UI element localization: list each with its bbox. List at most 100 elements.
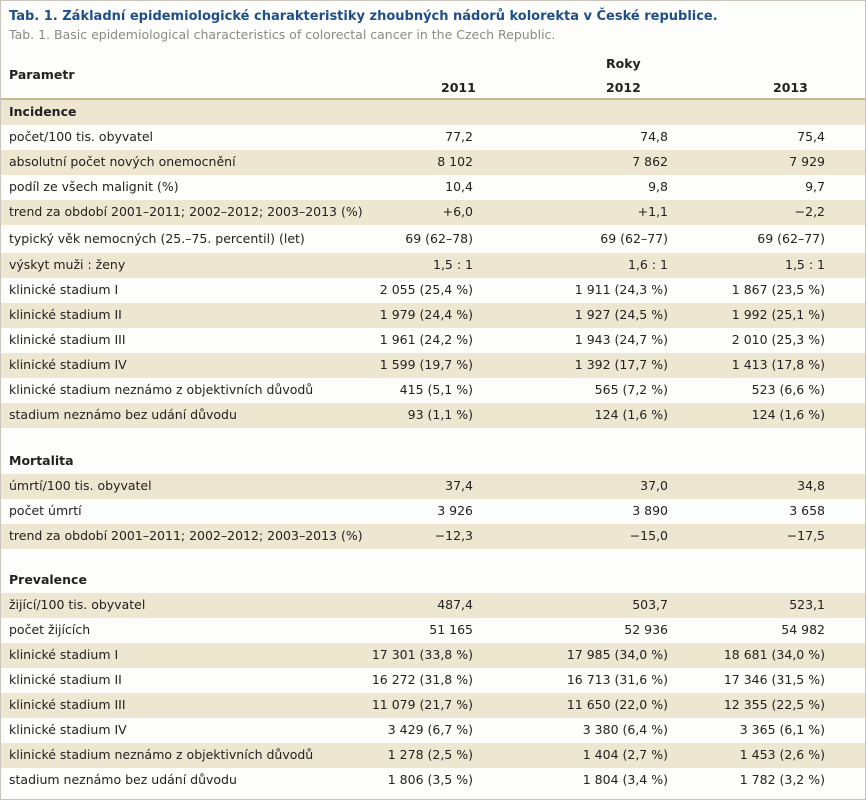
cell-2012: 52 936	[624, 622, 668, 637]
row-label: trend za období 2001–2011; 2002–2012; 20…	[9, 204, 363, 219]
cell-2012: 69 (62–77)	[600, 231, 668, 246]
table-row: klinické stadium II 16 272 (31,8 %) 16 7…	[1, 668, 865, 693]
row-label: klinické stadium IV	[9, 722, 127, 737]
cell-2012: 9,8	[648, 179, 668, 194]
section-heading-mortalita: Mortalita	[1, 449, 865, 474]
table-row: úmrtí/100 tis. obyvatel 37,4 37,0 34,8	[1, 474, 865, 499]
section-title: Prevalence	[9, 572, 87, 587]
cell-2013: −17,5	[786, 528, 825, 543]
table-row: trend za období 2001–2011; 2002–2012; 20…	[1, 200, 865, 225]
cell-2011: 1 806 (3,5 %)	[387, 772, 473, 787]
cell-2012: 503,7	[632, 597, 668, 612]
table-row: stadium neznámo bez udání důvodu 93 (1,1…	[1, 403, 865, 428]
row-label: klinické stadium IV	[9, 357, 127, 372]
cell-2011: 3 926	[437, 503, 473, 518]
year-header-2011: 2011	[441, 80, 476, 95]
cell-2013: 9,7	[805, 179, 825, 194]
cell-2011: 487,4	[437, 597, 473, 612]
cell-2011: 2 055 (25,4 %)	[379, 282, 473, 297]
cell-2013: 1 453 (2,6 %)	[739, 747, 825, 762]
cell-2013: 75,4	[797, 129, 825, 144]
cell-2012: 565 (7,2 %)	[594, 382, 668, 397]
years-group-header: Roky	[606, 56, 641, 71]
param-header: Parametr	[9, 67, 75, 82]
cell-2013: 1 867 (23,5 %)	[731, 282, 825, 297]
cell-2012: 3 890	[632, 503, 668, 518]
table-row: klinické stadium II 1 979 (24,4 %) 1 927…	[1, 303, 865, 328]
cell-2011: 3 429 (6,7 %)	[387, 722, 473, 737]
row-label: počet žijících	[9, 622, 91, 637]
cell-2011: 1 599 (19,7 %)	[379, 357, 473, 372]
cell-2013: −2,2	[794, 204, 825, 219]
table-row: klinické stadium IV 1 599 (19,7 %) 1 392…	[1, 353, 865, 378]
cell-2013: 1 782 (3,2 %)	[739, 772, 825, 787]
cell-2011: 93 (1,1 %)	[407, 407, 473, 422]
table-row: klinické stadium neznámo z objektivních …	[1, 743, 865, 768]
row-label: typický věk nemocných (25.–75. percentil…	[9, 231, 305, 246]
cell-2012: 1,6 : 1	[628, 257, 668, 272]
row-label: klinické stadium III	[9, 697, 126, 712]
header-rule	[1, 98, 865, 100]
cell-2012: +1,1	[637, 204, 668, 219]
cell-2012: 16 713 (31,6 %)	[566, 672, 668, 687]
row-label: stadium neznámo bez udání důvodu	[9, 407, 237, 422]
cell-2012: 1 392 (17,7 %)	[574, 357, 668, 372]
cell-2013: 54 982	[781, 622, 825, 637]
table-row: klinické stadium I 2 055 (25,4 %) 1 911 …	[1, 278, 865, 303]
cell-2011: 1 979 (24,4 %)	[379, 307, 473, 322]
table-row: klinické stadium III 1 961 (24,2 %) 1 94…	[1, 328, 865, 353]
row-label: stadium neznámo bez udání důvodu	[9, 772, 237, 787]
table-row: klinické stadium III 11 079 (21,7 %) 11 …	[1, 693, 865, 718]
table-row: počet žijících 51 165 52 936 54 982	[1, 618, 865, 643]
cell-2013: 3 365 (6,1 %)	[739, 722, 825, 737]
cell-2011: 1 278 (2,5 %)	[387, 747, 473, 762]
year-header-2012: 2012	[606, 80, 641, 95]
cell-2012: 7 862	[632, 154, 668, 169]
cell-2012: 1 927 (24,5 %)	[574, 307, 668, 322]
cell-2011: 11 079 (21,7 %)	[371, 697, 473, 712]
cell-2011: 69 (62–78)	[405, 231, 473, 246]
row-label: počet úmrtí	[9, 503, 82, 518]
cell-2012: 17 985 (34,0 %)	[566, 647, 668, 662]
cell-2011: 37,4	[445, 478, 473, 493]
cell-2012: 74,8	[640, 129, 668, 144]
cell-2012: 37,0	[640, 478, 668, 493]
table-row: trend za období 2001–2011; 2002–2012; 20…	[1, 524, 865, 549]
cell-2011: +6,0	[442, 204, 473, 219]
cell-2012: 3 380 (6,4 %)	[582, 722, 668, 737]
cell-2011: 77,2	[445, 129, 473, 144]
cell-2011: 415 (5,1 %)	[399, 382, 473, 397]
cell-2013: 2 010 (25,3 %)	[731, 332, 825, 347]
cell-2011: −12,3	[434, 528, 473, 543]
cell-2013: 523 (6,6 %)	[751, 382, 825, 397]
table-row: výskyt muži : ženy 1,5 : 1 1,6 : 1 1,5 :…	[1, 253, 865, 278]
year-header-2013: 2013	[773, 80, 808, 95]
row-label: klinické stadium I	[9, 647, 119, 662]
cell-2013: 17 346 (31,5 %)	[723, 672, 825, 687]
row-label: klinické stadium I	[9, 282, 119, 297]
cell-2013: 12 355 (22,5 %)	[723, 697, 825, 712]
section-title: Incidence	[9, 104, 77, 119]
cell-2011: 1 961 (24,2 %)	[379, 332, 473, 347]
table-row: stadium neznámo bez udání důvodu 1 806 (…	[1, 768, 865, 793]
table-row: počet úmrtí 3 926 3 890 3 658	[1, 499, 865, 524]
cell-2012: −15,0	[629, 528, 668, 543]
table-row: žijící/100 tis. obyvatel 487,4 503,7 523…	[1, 593, 865, 618]
cell-2012: 1 911 (24,3 %)	[574, 282, 668, 297]
row-label: klinické stadium III	[9, 332, 126, 347]
cell-2012: 11 650 (22,0 %)	[566, 697, 668, 712]
table-row: klinické stadium I 17 301 (33,8 %) 17 98…	[1, 643, 865, 668]
cell-2013: 523,1	[789, 597, 825, 612]
cell-2011: 8 102	[437, 154, 473, 169]
cell-2013: 18 681 (34,0 %)	[723, 647, 825, 662]
cell-2013: 3 658	[789, 503, 825, 518]
cell-2012: 124 (1,6 %)	[594, 407, 668, 422]
cell-2013: 1,5 : 1	[785, 257, 825, 272]
row-label: klinické stadium neznámo z objektivních …	[9, 747, 314, 762]
cell-2011: 10,4	[445, 179, 473, 194]
row-label: absolutní počet nových onemocnění	[9, 154, 236, 169]
table-row: typický věk nemocných (25.–75. percentil…	[1, 225, 865, 253]
row-label: trend za období 2001–2011; 2002–2012; 20…	[9, 528, 363, 543]
table-title: Tab. 1. Základní epidemiologické charakt…	[9, 9, 718, 24]
